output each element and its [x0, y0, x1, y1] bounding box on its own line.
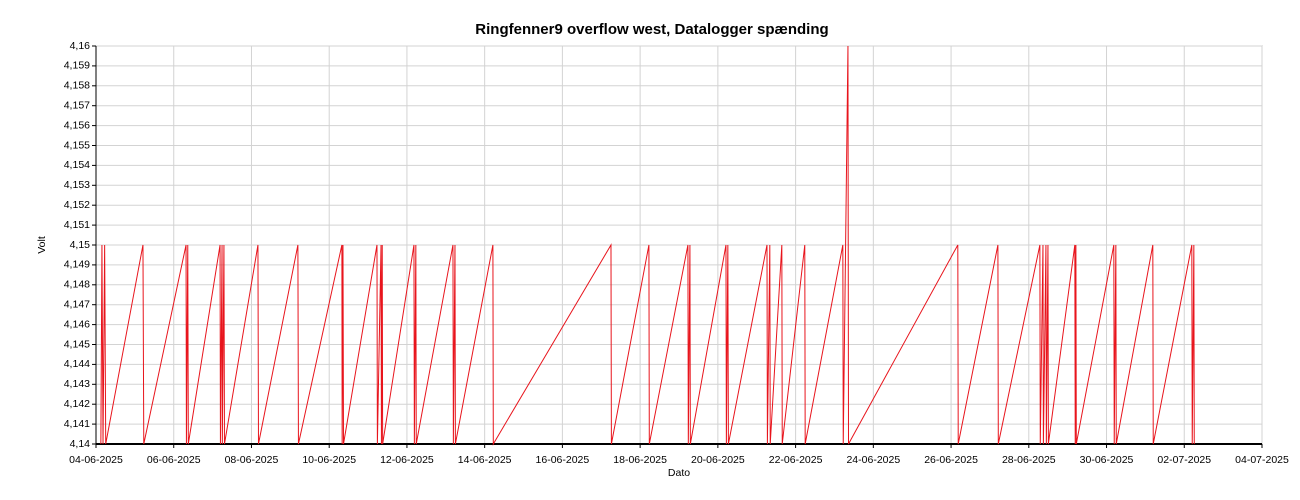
- x-tick-label: 06-06-2025: [147, 454, 201, 466]
- y-axis-label: Volt: [36, 236, 48, 254]
- y-tick-label: 4,159: [64, 60, 90, 72]
- x-tick-label: 16-06-2025: [536, 454, 590, 466]
- x-axis-label: Dato: [668, 467, 690, 479]
- y-tick-label: 4,141: [64, 418, 90, 430]
- x-tick-label: 30-06-2025: [1080, 454, 1134, 466]
- x-tick-label: 02-07-2025: [1157, 454, 1211, 466]
- x-tick-label: 04-07-2025: [1235, 454, 1289, 466]
- y-tick-label: 4,147: [64, 298, 90, 310]
- y-tick-label: 4,157: [64, 99, 90, 111]
- y-tick-label: 4,149: [64, 259, 90, 271]
- y-tick-label: 4,158: [64, 80, 90, 92]
- x-tick-label: 10-06-2025: [302, 454, 356, 466]
- x-tick-label: 20-06-2025: [691, 454, 745, 466]
- y-tick-label: 4,142: [64, 398, 90, 410]
- y-tick-label: 4,146: [64, 318, 90, 330]
- y-tick-label: 4,151: [64, 219, 90, 231]
- y-tick-label: 4,154: [64, 159, 90, 171]
- x-tick-label: 12-06-2025: [380, 454, 434, 466]
- y-tick-label: 4,144: [64, 358, 90, 370]
- y-tick-label: 4,14: [70, 438, 91, 450]
- x-tick-label: 22-06-2025: [769, 454, 823, 466]
- x-tick-label: 04-06-2025: [69, 454, 123, 466]
- y-tick-label: 4,148: [64, 279, 90, 291]
- x-tick-label: 26-06-2025: [924, 454, 978, 466]
- y-tick-label: 4,153: [64, 179, 90, 191]
- y-tick-label: 4,143: [64, 378, 90, 390]
- x-tick-label: 18-06-2025: [613, 454, 667, 466]
- x-tick-label: 24-06-2025: [846, 454, 900, 466]
- x-tick-label: 14-06-2025: [458, 454, 512, 466]
- y-tick-label: 4,156: [64, 119, 90, 131]
- y-tick-label: 4,16: [70, 40, 91, 52]
- y-tick-label: 4,15: [70, 239, 91, 251]
- y-tick-label: 4,145: [64, 338, 90, 350]
- chart-title: Ringfenner9 overflow west, Datalogger sp…: [475, 21, 828, 38]
- y-tick-label: 4,155: [64, 139, 90, 151]
- x-tick-label: 28-06-2025: [1002, 454, 1056, 466]
- y-tick-label: 4,152: [64, 199, 90, 211]
- x-tick-label: 08-06-2025: [225, 454, 279, 466]
- data-line: [100, 45, 1195, 446]
